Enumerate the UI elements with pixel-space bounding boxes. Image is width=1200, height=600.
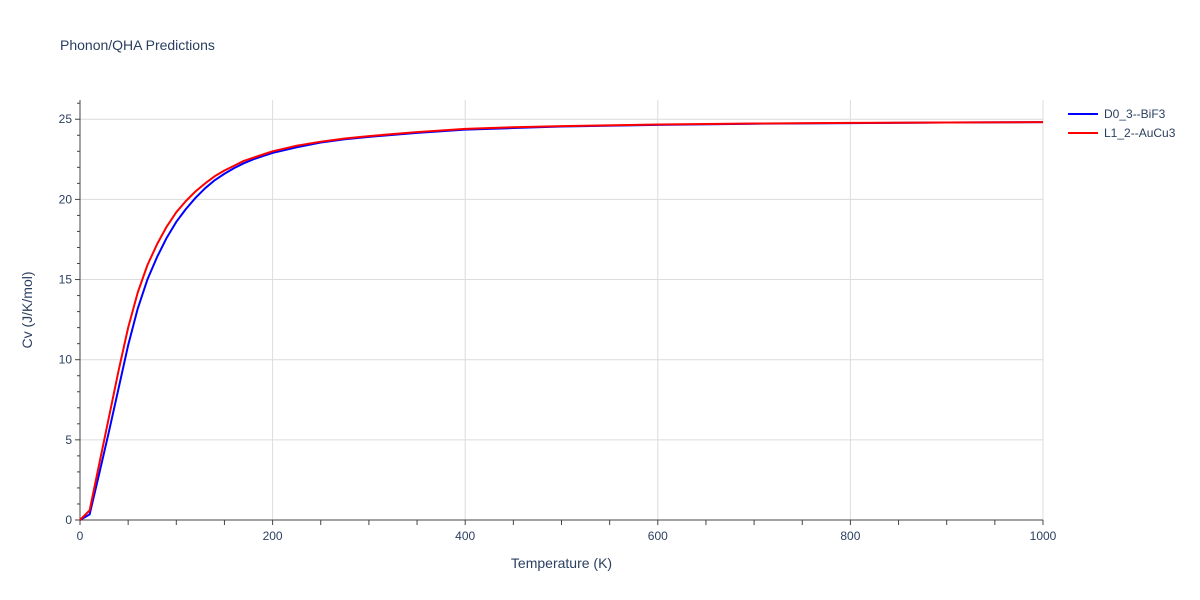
legend-label: L1_2--AuCu3 <box>1104 126 1176 140</box>
series-line-1[interactable] <box>79 121 1044 521</box>
y-axis-title: Cv (J/K/mol) <box>19 272 35 349</box>
series-line-2[interactable] <box>79 121 1044 521</box>
y-tick-label: 0 <box>65 513 72 527</box>
plot-area[interactable] <box>79 121 1044 521</box>
x-tick-label: 400 <box>455 529 475 543</box>
axes: 0 200 400 600 800 1000 0 5 10 15 20 25 <box>59 100 1057 543</box>
legend-label: D0_3--BiF3 <box>1104 107 1166 121</box>
legend-item-1[interactable]: D0_3--BiF3 <box>1068 107 1166 121</box>
y-tick-label: 10 <box>59 353 73 367</box>
legend-item-2[interactable]: L1_2--AuCu3 <box>1068 126 1176 140</box>
x-tick-label: 800 <box>840 529 860 543</box>
y-tick-label: 25 <box>59 112 73 126</box>
y-tick-label: 5 <box>65 433 72 447</box>
y-tick-label: 15 <box>59 273 73 287</box>
x-tick-label: 600 <box>648 529 668 543</box>
x-tick-label: 200 <box>263 529 283 543</box>
x-tick-label: 1000 <box>1030 529 1057 543</box>
chart-title: Phonon/QHA Predictions <box>60 37 215 53</box>
x-tick-label: 0 <box>77 529 84 543</box>
grid <box>80 100 1044 520</box>
x-axis-title: Temperature (K) <box>511 555 612 571</box>
legend[interactable]: D0_3--BiF3 L1_2--AuCu3 <box>1068 107 1176 140</box>
y-tick-label: 20 <box>59 192 73 206</box>
